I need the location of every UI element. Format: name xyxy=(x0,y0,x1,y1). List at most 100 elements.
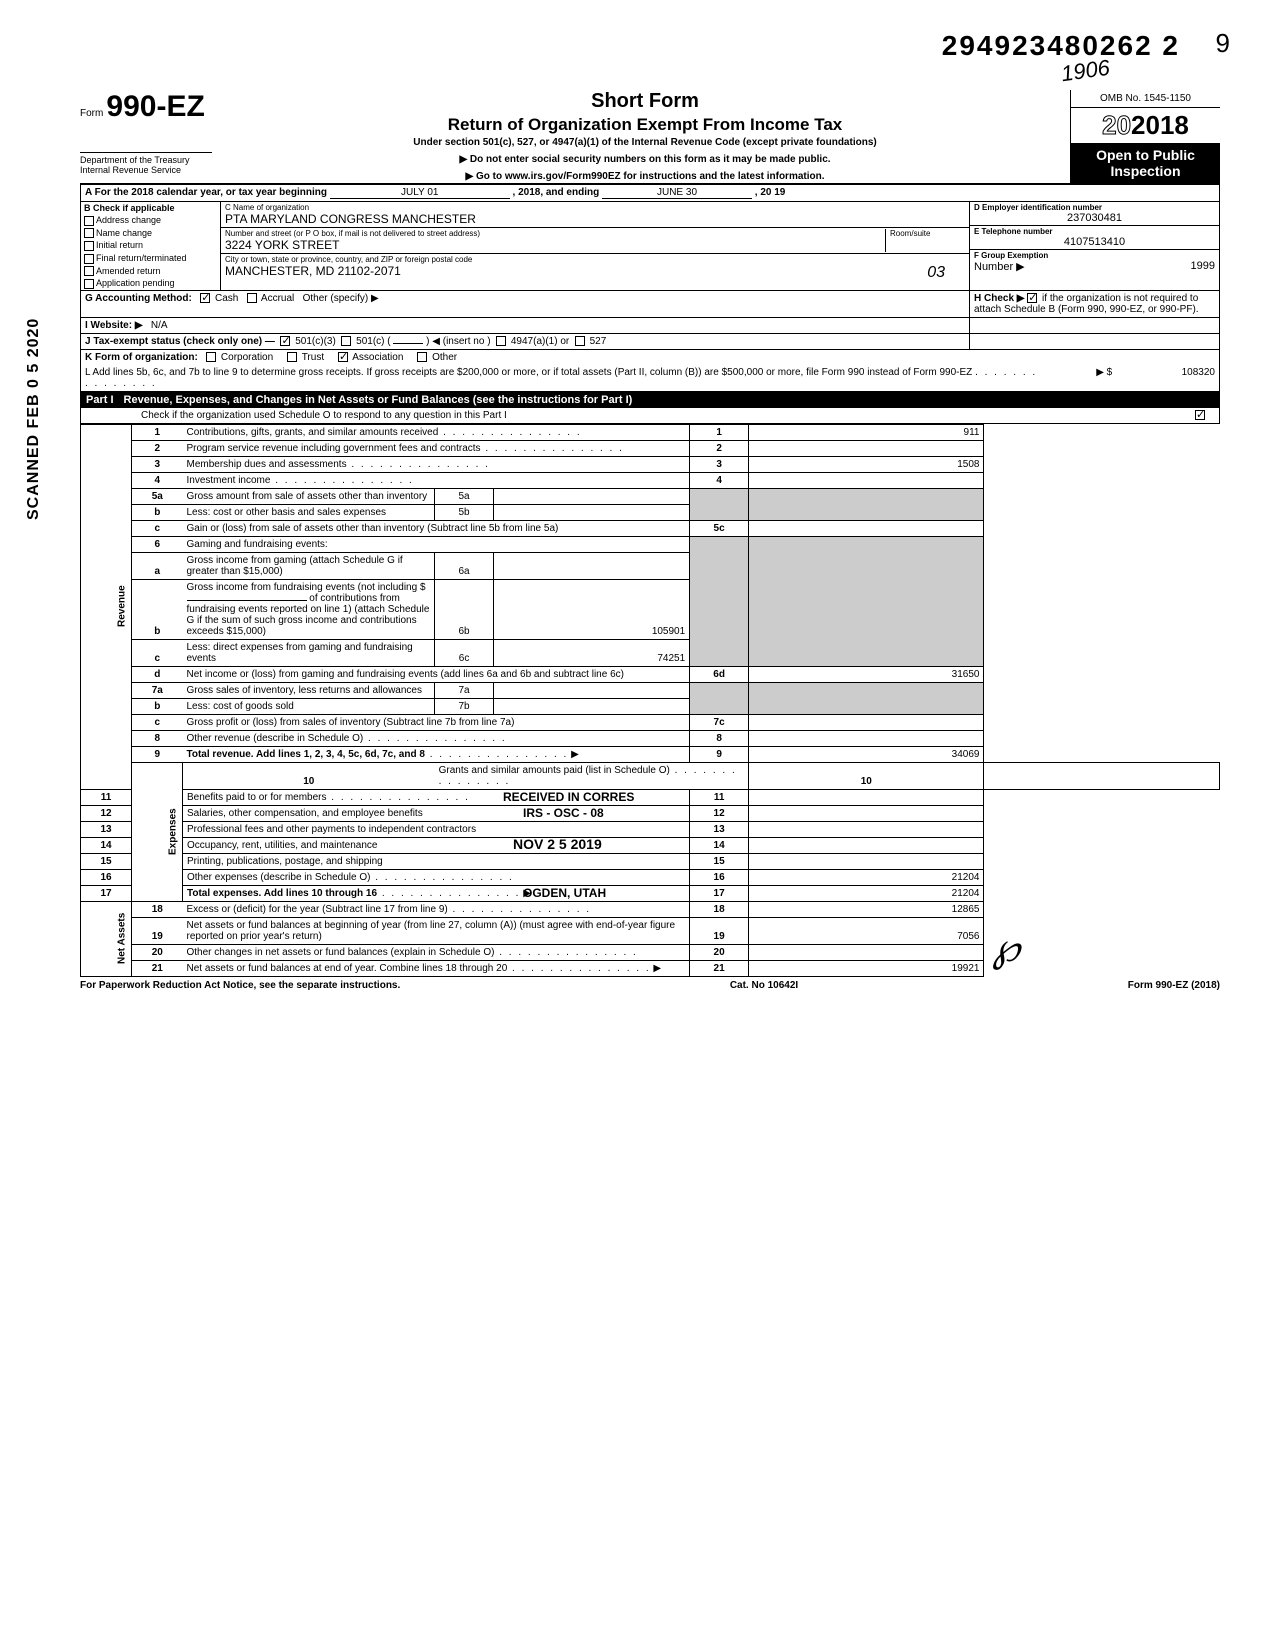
line-9-rnum: 9 xyxy=(690,746,749,762)
under-section: Under section 501(c), 527, or 4947(a)(1)… xyxy=(226,137,1064,148)
warning-ssn: ▶ Do not enter social security numbers o… xyxy=(226,154,1064,165)
label-address-change: Address change xyxy=(96,215,161,225)
l-arrow: ▶ $ xyxy=(1096,367,1112,378)
line-13-desc: Professional fees and other payments to … xyxy=(187,824,476,835)
line-6c-num: c xyxy=(132,639,183,666)
line-17-desc: Total expenses. Add lines 10 through 16 xyxy=(187,888,377,899)
line-1-num: 1 xyxy=(132,424,183,440)
label-assoc: Association xyxy=(352,352,403,363)
line-4-rnum: 4 xyxy=(690,472,749,488)
label-name-change: Name change xyxy=(96,228,152,238)
line-6b-desc: Gross income from fundraising events (no… xyxy=(187,582,426,593)
line-6c-midval: 74251 xyxy=(493,639,689,666)
check-4947[interactable] xyxy=(496,336,506,346)
g-label: G Accounting Method: xyxy=(85,293,192,304)
check-amended[interactable] xyxy=(84,266,94,276)
line-6c-desc: Less: direct expenses from gaming and fu… xyxy=(187,642,413,664)
goto-url: ▶ Go to www.irs.gov/Form990EZ for instru… xyxy=(226,171,1064,182)
line-5b-mid: 5b xyxy=(435,504,494,520)
footer-formno: Form 990-EZ (2018) xyxy=(1128,980,1220,991)
handwritten-p: ℘ xyxy=(992,925,1020,971)
line-7a-num: 7a xyxy=(132,682,183,698)
line-14-rnum: 14 xyxy=(690,837,749,853)
irs-stamp-l1: RECEIVED IN CORRES xyxy=(503,790,634,804)
line-8-value xyxy=(749,730,984,746)
line-10-value xyxy=(984,762,1220,789)
check-final-return[interactable] xyxy=(84,254,94,264)
line-15-value xyxy=(749,853,984,869)
label-501c3: 501(c)(3) xyxy=(295,336,336,347)
label-other-org: Other xyxy=(432,352,457,363)
check-application-pending[interactable] xyxy=(84,279,94,289)
irs-stamp-l2: IRS - OSC - 08 xyxy=(523,806,604,820)
line-7b-desc: Less: cost of goods sold xyxy=(187,701,294,712)
f-number-label: Number ▶ xyxy=(974,261,1025,273)
line-5a-midval xyxy=(493,488,689,504)
city-state-zip: MANCHESTER, MD 21102-2071 xyxy=(225,264,401,282)
check-address-change[interactable] xyxy=(84,216,94,226)
line-17-value: 21204 xyxy=(749,885,984,901)
line-19-desc: Net assets or fund balances at beginning… xyxy=(187,920,676,942)
check-trust[interactable] xyxy=(287,352,297,362)
line-2-num: 2 xyxy=(132,440,183,456)
line-5a-num: 5a xyxy=(132,488,183,504)
org-name: PTA MARYLAND CONGRESS MANCHESTER xyxy=(225,212,965,226)
row-a-endyear: , 20 19 xyxy=(755,187,786,198)
i-website-label: I Website: ▶ xyxy=(85,320,143,331)
line-6a-num: a xyxy=(132,552,183,579)
check-cash[interactable] xyxy=(200,293,210,303)
check-accrual[interactable] xyxy=(247,293,257,303)
line-10-num: 10 xyxy=(183,762,435,789)
line-6d-desc: Net income or (loss) from gaming and fun… xyxy=(187,669,624,680)
line-5c-value xyxy=(749,520,984,536)
check-association[interactable] xyxy=(338,352,348,362)
line-6b-mid: 6b xyxy=(435,579,494,639)
c-name-label: C Name of organization xyxy=(225,203,965,212)
website-value: N/A xyxy=(151,320,168,331)
label-corp: Corporation xyxy=(221,352,273,363)
section-expenses: Expenses xyxy=(132,762,183,901)
line-5b-desc: Less: cost or other basis and sales expe… xyxy=(187,507,387,518)
label-insertno: ) ◀ (insert no ) xyxy=(426,336,490,347)
label-501c: 501(c) ( xyxy=(356,336,390,347)
gross-receipts-value: 108320 xyxy=(1115,367,1215,378)
section-revenue: Revenue xyxy=(81,424,132,789)
check-name-change[interactable] xyxy=(84,228,94,238)
handwritten-03: 03 xyxy=(927,264,965,282)
check-corporation[interactable] xyxy=(206,352,216,362)
section-netassets: Net Assets xyxy=(81,901,132,976)
line-3-desc: Membership dues and assessments xyxy=(187,459,347,470)
line-11-rnum: 11 xyxy=(690,789,749,805)
line-17-num: 17 xyxy=(81,885,132,901)
check-527[interactable] xyxy=(575,336,585,346)
room-label: Room/suite xyxy=(890,229,965,238)
line-1-rnum: 1 xyxy=(690,424,749,440)
tax-year-end: JUNE 30 xyxy=(602,187,752,199)
h-label: H Check ▶ xyxy=(974,293,1024,304)
line-12-value xyxy=(749,805,984,821)
line-6c-mid: 6c xyxy=(435,639,494,666)
line-5a-desc: Gross amount from sale of assets other t… xyxy=(187,491,428,502)
check-501c[interactable] xyxy=(341,336,351,346)
check-schedule-o[interactable] xyxy=(1195,410,1205,420)
check-schedule-b[interactable] xyxy=(1027,293,1037,303)
ein-value: 237030481 xyxy=(974,212,1215,224)
b-header: B Check if applicable xyxy=(84,203,175,213)
street-address: 3224 YORK STREET xyxy=(225,238,885,252)
line-9-desc: Total revenue. Add lines 1, 2, 3, 4, 5c,… xyxy=(187,749,425,760)
line-6d-value: 31650 xyxy=(749,666,984,682)
line-7a-midval xyxy=(493,682,689,698)
line-8-desc: Other revenue (describe in Schedule O) xyxy=(187,733,364,744)
line-1-desc: Contributions, gifts, grants, and simila… xyxy=(187,427,439,438)
phone-value: 4107513410 xyxy=(974,236,1215,248)
line-7a-mid: 7a xyxy=(435,682,494,698)
tax-year-begin: JULY 01 xyxy=(330,187,510,199)
check-501c3[interactable] xyxy=(280,336,290,346)
check-initial-return[interactable] xyxy=(84,241,94,251)
line-7c-rnum: 7c xyxy=(690,714,749,730)
check-other-org[interactable] xyxy=(417,352,427,362)
line-10-desc: Grants and similar amounts paid (list in… xyxy=(439,765,670,776)
line-19-value: 7056 xyxy=(749,917,984,944)
line-7c-num: c xyxy=(132,714,183,730)
form-title: Short Form xyxy=(226,90,1064,113)
